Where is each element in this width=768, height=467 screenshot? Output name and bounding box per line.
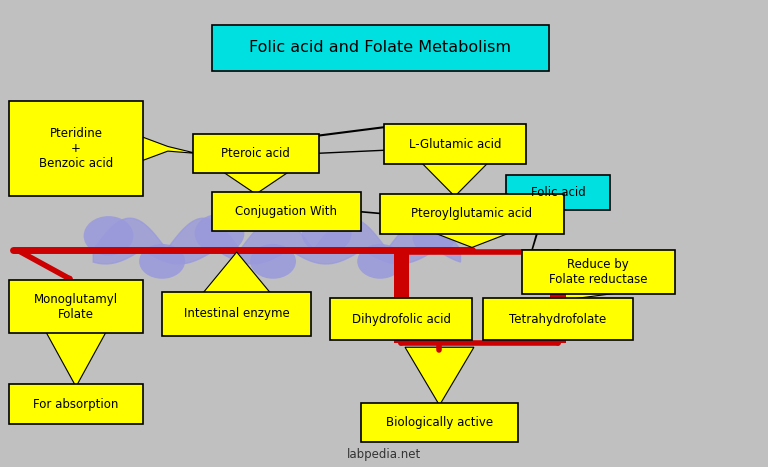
FancyBboxPatch shape xyxy=(9,101,143,196)
Text: Tetrahydrofolate: Tetrahydrofolate xyxy=(509,313,607,326)
Text: labpedia.net: labpedia.net xyxy=(347,447,421,460)
FancyBboxPatch shape xyxy=(484,298,633,340)
Text: Monoglutamyl
Folate: Monoglutamyl Folate xyxy=(34,293,118,321)
Text: Pteroylglutamic acid: Pteroylglutamic acid xyxy=(412,207,532,220)
FancyBboxPatch shape xyxy=(162,291,311,336)
FancyBboxPatch shape xyxy=(9,280,143,333)
Text: Conjugation With: Conjugation With xyxy=(236,205,337,218)
FancyBboxPatch shape xyxy=(393,252,409,301)
FancyBboxPatch shape xyxy=(384,124,525,164)
Ellipse shape xyxy=(139,244,185,279)
FancyBboxPatch shape xyxy=(212,25,548,71)
Text: Reduce by
Folate reductase: Reduce by Folate reductase xyxy=(549,258,647,286)
Text: Biologically active: Biologically active xyxy=(386,416,493,429)
Text: For absorption: For absorption xyxy=(33,397,119,410)
Polygon shape xyxy=(420,162,489,196)
FancyBboxPatch shape xyxy=(193,134,319,173)
Text: Intestinal enzyme: Intestinal enzyme xyxy=(184,307,290,320)
Ellipse shape xyxy=(84,216,134,255)
FancyBboxPatch shape xyxy=(521,250,675,294)
Text: Pteridine
+
Benzoic acid: Pteridine + Benzoic acid xyxy=(39,127,113,170)
Text: L-Glutamic acid: L-Glutamic acid xyxy=(409,138,501,151)
FancyBboxPatch shape xyxy=(551,252,566,301)
Text: Dihydrofolic acid: Dihydrofolic acid xyxy=(352,313,451,326)
Polygon shape xyxy=(430,231,514,248)
Polygon shape xyxy=(525,204,560,272)
FancyBboxPatch shape xyxy=(506,176,610,210)
FancyBboxPatch shape xyxy=(330,298,472,340)
Polygon shape xyxy=(93,218,461,264)
Ellipse shape xyxy=(302,214,352,253)
Polygon shape xyxy=(45,331,107,387)
Polygon shape xyxy=(558,291,629,301)
FancyBboxPatch shape xyxy=(393,338,409,343)
Ellipse shape xyxy=(250,244,296,279)
FancyBboxPatch shape xyxy=(9,384,143,424)
Ellipse shape xyxy=(194,214,244,253)
Text: Folic acid: Folic acid xyxy=(531,186,585,199)
FancyBboxPatch shape xyxy=(212,192,361,231)
FancyBboxPatch shape xyxy=(361,403,518,442)
FancyBboxPatch shape xyxy=(380,194,564,234)
Polygon shape xyxy=(221,171,290,194)
Text: Pteroic acid: Pteroic acid xyxy=(221,147,290,160)
Polygon shape xyxy=(405,347,474,405)
Ellipse shape xyxy=(412,222,455,255)
Polygon shape xyxy=(139,136,197,162)
Polygon shape xyxy=(202,252,271,294)
FancyBboxPatch shape xyxy=(551,338,566,343)
Text: Folic acid and Folate Metabolism: Folic acid and Folate Metabolism xyxy=(249,40,511,55)
Ellipse shape xyxy=(357,244,403,279)
